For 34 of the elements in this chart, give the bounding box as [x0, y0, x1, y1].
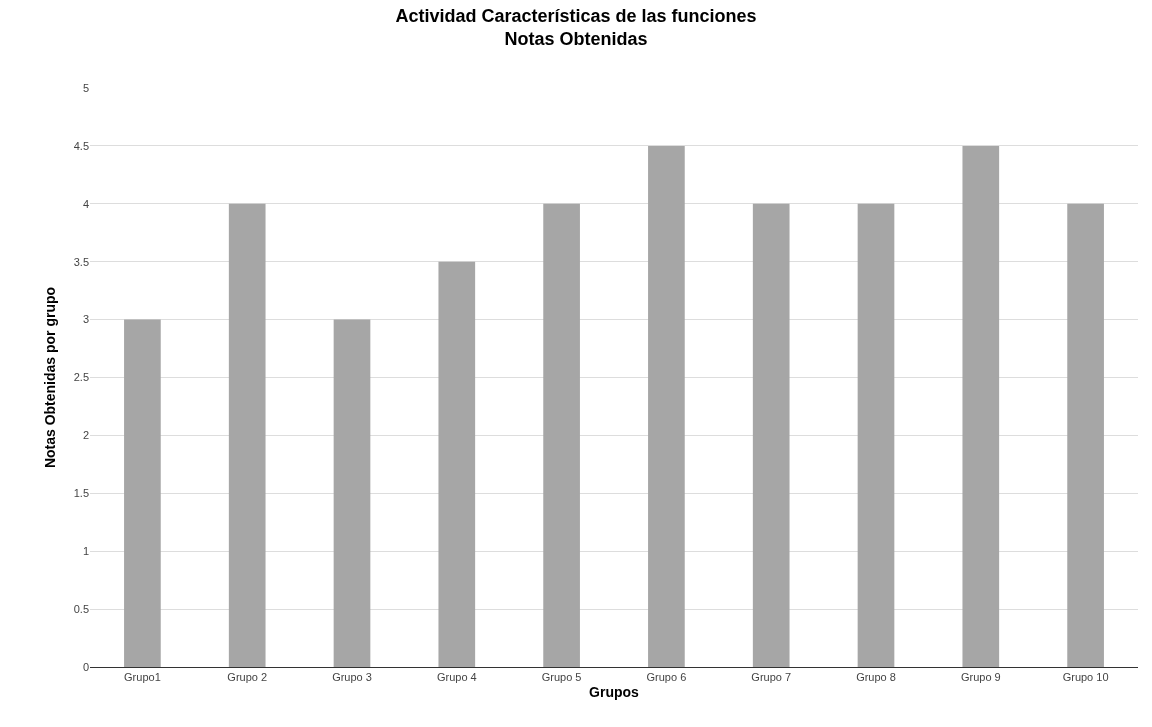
y-tick-label: 1.5	[73, 487, 89, 500]
y-tick-label: 4	[82, 197, 89, 210]
y-tick-label: 3.5	[73, 255, 89, 268]
x-tick-label: Grupo 6	[646, 671, 687, 684]
chart-title: Actividad Características de las funciones Notas Obtenidas	[395, 5, 757, 50]
bar	[438, 261, 476, 667]
y-tick-label: 2	[82, 429, 89, 442]
x-tick-label: Grupo 8	[856, 671, 896, 684]
bar	[1067, 203, 1104, 667]
x-tick-label: Grupo 4	[436, 671, 477, 684]
y-tick-label: 2.5	[73, 371, 89, 384]
y-tick-label: 1	[82, 545, 89, 558]
y-tick-label: 3	[82, 313, 89, 326]
x-tick-label: Grupo 3	[332, 671, 372, 684]
bar	[124, 319, 161, 667]
x-tick-label: Grupo 10	[1062, 671, 1109, 684]
x-tick-label: Grupo 2	[227, 671, 268, 684]
x-tick-label: Grupo 9	[960, 671, 1001, 684]
x-tick-label: Grupo1	[124, 671, 161, 684]
bar	[228, 203, 266, 667]
y-tick-label: 4.5	[73, 139, 89, 152]
y-tick-label: 0	[82, 660, 89, 673]
bar	[543, 203, 580, 667]
x-tick-label: Grupo 7	[751, 671, 792, 684]
bar	[752, 203, 790, 667]
y-tick-label: 0.5	[73, 602, 89, 615]
y-axis-title: Notas Obtenidas por grupo	[42, 286, 59, 469]
bar	[857, 203, 895, 667]
x-axis-title: Grupos	[589, 683, 640, 700]
x-tick-label: Grupo 5	[541, 671, 582, 684]
bar	[962, 145, 1000, 667]
y-tick-label: 5	[82, 81, 89, 94]
bar	[648, 145, 685, 667]
bar	[333, 319, 371, 667]
